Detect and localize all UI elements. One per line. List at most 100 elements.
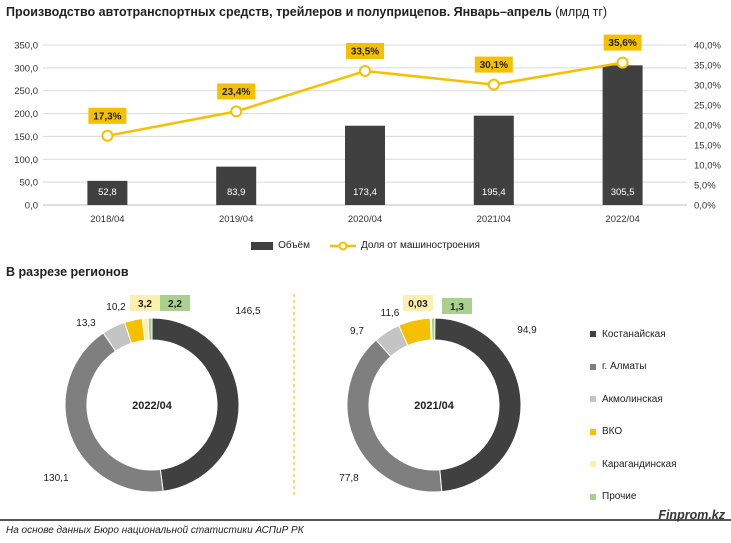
- regions-donuts: 2022/04 146,5 130,1 13,3 10,2 3,2 2,2 2021/04 94…: [43, 294, 537, 496]
- legend-bar-rect: [251, 241, 274, 250]
- share-point: [616, 56, 629, 69]
- donut-value-label: 11,6: [381, 308, 400, 319]
- donut-value-label: 77,8: [339, 473, 359, 484]
- legend-bar-swatch: [251, 241, 274, 250]
- bar-value-label: 195,4: [482, 187, 506, 198]
- y-tick-label: 50,0: [20, 178, 39, 189]
- share-point: [487, 78, 500, 91]
- share-label-box: [217, 83, 256, 100]
- donut-slice: [346, 339, 443, 493]
- share-point: [101, 129, 114, 142]
- y-tick-label: 100,0: [14, 155, 38, 166]
- donut-value-label: 94,9: [517, 325, 537, 336]
- legend-swatch: [590, 396, 596, 403]
- donut-value-label: 13,3: [76, 318, 96, 329]
- bar: [216, 166, 257, 205]
- donut-label-box: [160, 295, 190, 311]
- legend-item-volume: Объём: [251, 240, 310, 251]
- donut-value-label: 10,2: [106, 302, 126, 313]
- y2-tick-label: 0,0%: [694, 201, 716, 212]
- donut-value-label: 3,2: [138, 299, 152, 310]
- chart-title: Производство автотранспортных средств, т…: [6, 5, 607, 19]
- bar: [87, 180, 128, 205]
- donut-center-label: 2022/04: [132, 400, 173, 412]
- footer-divider: [0, 519, 731, 521]
- main-combo-chart: 0,0 50,0 100,0 150,0 200,0 250,0 300,0 350,0 0,0…: [14, 34, 721, 225]
- regions-legend: Костанайская г. Алматы Акмолинская ВКО К…: [590, 318, 730, 513]
- legend-marker: [338, 241, 348, 250]
- legend-karaganda: Карагандинская: [590, 448, 730, 481]
- legend-label: Костанайская: [602, 328, 666, 340]
- x-tick-label: 2019/04: [219, 214, 253, 225]
- share-value-label: 35,6%: [608, 38, 636, 49]
- y2-tick-label: 10,0%: [694, 161, 721, 172]
- legend-swatch: [590, 461, 596, 468]
- share-label-box: [346, 43, 384, 59]
- donut-value-label: 0,03: [408, 299, 428, 310]
- y-tick-label: 0,0: [25, 201, 38, 212]
- share-label-box: [88, 107, 127, 124]
- y-tick-label: 250,0: [14, 86, 38, 97]
- legend-swatch: [590, 331, 596, 338]
- legend-label: Акмолинская: [602, 393, 663, 405]
- y2-tick-label: 35,0%: [694, 61, 721, 72]
- legend-swatch: [590, 428, 596, 435]
- share-value-label: 23,4%: [222, 87, 250, 98]
- y-tick-label: 300,0: [14, 63, 38, 74]
- donut-value-label: 146,5: [235, 306, 260, 317]
- share-point: [359, 65, 371, 77]
- regions-title: В разрезе регионов: [6, 265, 129, 279]
- donut-value-label: 130,1: [43, 473, 68, 484]
- legend-label: Карагандинская: [602, 458, 677, 470]
- bar: [602, 65, 643, 205]
- chart-unit: (млрд тг): [555, 5, 608, 19]
- legend-share-label: Доля от машиностроения: [361, 240, 480, 251]
- y2-tick-label: 15,0%: [694, 141, 721, 152]
- y-tick-label: 150,0: [14, 132, 38, 143]
- legend-label: г. Алматы: [602, 361, 647, 373]
- share-value-label: 33,5%: [351, 47, 379, 58]
- y-tick-label: 200,0: [14, 109, 38, 120]
- donut-value-label: 1,3: [450, 302, 464, 313]
- legend-other: Прочие: [590, 481, 730, 514]
- share-value-label: 17,3%: [93, 111, 121, 122]
- legend-item-share: Доля от машиностроения: [330, 240, 480, 251]
- donut-center-label: 2021/04: [414, 400, 455, 412]
- y-tick-label: 350,0: [14, 41, 38, 52]
- y2-tick-label: 25,0%: [694, 101, 721, 112]
- legend-label: Прочие: [602, 491, 637, 503]
- legend-vko: ВКО: [590, 416, 730, 449]
- share-point: [230, 105, 243, 118]
- donut-label-box: [130, 295, 160, 311]
- donut-value-label: 2,2: [168, 299, 182, 310]
- main-chart-legend: Объём Доля от машиностроения: [0, 240, 731, 251]
- x-tick-label: 2020/04: [348, 214, 382, 225]
- chart-title-text: Производство автотранспортных средств, т…: [6, 5, 552, 19]
- donut-slice: [147, 317, 153, 341]
- donut-slice: [64, 332, 164, 493]
- bar: [473, 115, 514, 205]
- share-label-box: [474, 56, 513, 73]
- share-label-box: [603, 34, 642, 51]
- donut-slice: [430, 317, 436, 341]
- legend-swatch: [590, 493, 596, 500]
- donut-slice: [433, 317, 522, 493]
- legend-label: ВКО: [602, 426, 623, 438]
- bar-value-label: 83,9: [227, 187, 246, 198]
- bar: [345, 125, 385, 205]
- legend-volume-label: Объём: [278, 240, 310, 251]
- y2-tick-label: 40,0%: [694, 41, 721, 52]
- brand-logo-text: Finprom.kz: [658, 508, 725, 522]
- legend-almaty: г. Алматы: [590, 351, 730, 384]
- x-tick-label: 2022/04: [605, 214, 639, 225]
- legend-swatch: [590, 363, 596, 370]
- legend-akmola: Акмолинская: [590, 383, 730, 416]
- legend-line-swatch: [330, 241, 356, 250]
- bar-value-label: 305,5: [611, 187, 635, 198]
- x-tick-label: 2018/04: [90, 214, 124, 225]
- donut-label-box: [403, 295, 433, 311]
- bar-value-label: 173,4: [353, 187, 377, 198]
- donut-label-box: [442, 298, 472, 314]
- x-tick-label: 2021/04: [477, 214, 511, 225]
- y2-tick-label: 5,0%: [694, 181, 716, 192]
